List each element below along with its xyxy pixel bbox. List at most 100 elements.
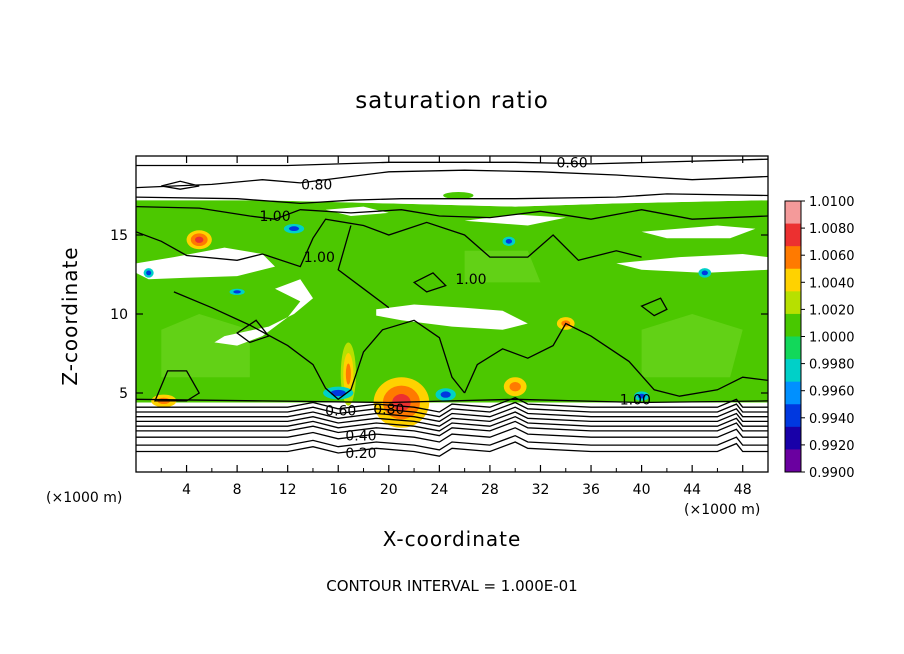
contour-stack-6 (136, 427, 768, 443)
x-axis-unit-right: (×1000 m) (684, 502, 761, 518)
contour-label-9: 0.20 (345, 446, 376, 462)
y-tick-label-1: 10 (110, 307, 128, 323)
contour-one-top (136, 205, 768, 220)
colorbar-label-10: 0.9900 (809, 466, 855, 481)
colorbar-swatch-11 (785, 449, 801, 473)
x-tick-label-6: 28 (481, 482, 499, 498)
field-dry-region-1 (136, 247, 275, 280)
upper-green-cell (443, 192, 474, 199)
x-tick-label-10: 44 (683, 482, 701, 498)
cool-core-1 (288, 226, 300, 232)
y-axis-label: Z-coordinate (58, 246, 82, 386)
cool-core-3 (440, 391, 451, 398)
contour-one-mid (173, 291, 466, 401)
colorbar-label-0: 1.0100 (809, 195, 855, 210)
contour-label-6: 0.60 (325, 403, 356, 419)
contour-upper-1 (136, 158, 768, 167)
contour-stack-2 (136, 406, 768, 423)
field-light-green-2 (464, 250, 541, 283)
x-tick-label-2: 12 (279, 482, 297, 498)
x-axis-unit-left: (×1000 m) (46, 490, 123, 506)
colorbar-swatch-8 (785, 381, 801, 405)
y-tick-label-2: 15 (110, 228, 128, 244)
colorbar-swatch-1 (785, 223, 801, 247)
x-tick-label-3: 16 (329, 482, 347, 498)
contour-label-0: 0.60 (556, 155, 587, 171)
x-tick-label-0: 4 (182, 482, 191, 498)
field-light-green-0 (161, 314, 250, 378)
contour-one-pocket-a (235, 319, 270, 344)
hotspot-column-2 (345, 363, 351, 385)
contour-one-left-tower (337, 225, 390, 309)
colorbar-label-4: 1.0020 (809, 303, 855, 318)
cool-core-6 (146, 270, 152, 276)
colorbar-label-9: 0.9920 (809, 439, 855, 454)
colorbar-swatch-3 (785, 268, 801, 292)
field-dry-region-3 (376, 304, 528, 330)
field-green-band (136, 200, 768, 403)
field-dry-region-0 (136, 171, 768, 207)
contour-stack-8 (136, 441, 768, 457)
contour-one-pocket-b (640, 297, 668, 317)
colorbar-swatch-0 (785, 201, 801, 225)
contour-label-2: 1.00 (259, 209, 290, 225)
contour-label-4: 1.00 (455, 272, 486, 288)
colorbar-label-7: 0.9960 (809, 385, 855, 400)
colorbar-label-3: 1.0040 (809, 276, 855, 291)
contour-one-base (136, 398, 768, 404)
x-tick-label-9: 40 (633, 482, 651, 498)
x-tick-label-4: 20 (380, 482, 398, 498)
field-light-green-1 (641, 314, 743, 378)
cool-core-7 (637, 393, 646, 399)
hotspot-upper-2 (194, 236, 204, 243)
contour-stack-4 (136, 415, 768, 432)
x-tick-label-5: 24 (430, 482, 448, 498)
contour-small-closed (161, 180, 200, 190)
colorbar-swatch-6 (785, 336, 801, 360)
cool-core-4 (330, 389, 346, 397)
x-axis-label: X-coordinate (382, 527, 522, 551)
contour-one-right (464, 322, 768, 397)
cool-core-5 (701, 270, 708, 276)
contour-interval-note: CONTOUR INTERVAL = 1.000E-01 (326, 577, 578, 595)
x-tick-label-8: 36 (582, 482, 600, 498)
colorbar-swatch-4 (785, 291, 801, 315)
field-dry-region-7 (325, 206, 389, 216)
contour-label-5: 1.00 (620, 392, 651, 408)
contour-one-left-cell (154, 370, 201, 402)
colorbar-label-2: 1.0060 (809, 249, 855, 264)
colorbar-label-5: 1.0000 (809, 331, 855, 346)
contour-stack-0 (136, 396, 768, 413)
contour-label-7: 0.80 (373, 402, 404, 418)
field-dry-region-4 (616, 254, 768, 273)
contour-stack-5 (136, 420, 768, 437)
field-dry-region-6 (464, 214, 566, 226)
colorbar-swatch-5 (785, 313, 801, 337)
contour-layer (136, 158, 768, 457)
colorbar-swatch-2 (785, 246, 801, 270)
field-layer (136, 158, 768, 457)
chart-title: saturation ratio (355, 88, 549, 114)
colorbar-label-8: 0.9940 (809, 412, 855, 427)
contour-one-pocket-c (412, 272, 447, 293)
colorbar-swatch-9 (785, 404, 801, 428)
x-tick-label-1: 8 (233, 482, 242, 498)
colorbar-label-6: 0.9980 (809, 358, 855, 373)
x-tick-label-7: 32 (532, 482, 550, 498)
colorbar-label-1: 1.0080 (809, 222, 855, 237)
cool-core-2 (505, 238, 513, 244)
contour-one-upper (136, 218, 642, 268)
contour-label-1: 0.80 (301, 177, 332, 193)
y-tick-label-0: 5 (119, 386, 128, 402)
field-dry-region-5 (641, 225, 756, 239)
cool-core-0 (233, 290, 241, 294)
x-tick-label-11: 48 (734, 482, 752, 498)
contour-upper-2 (136, 169, 768, 189)
contour-label-8: 0.40 (345, 429, 376, 445)
colorbar-swatch-10 (785, 426, 801, 450)
contour-stack-3 (136, 411, 768, 427)
hotspot-mid-1 (509, 381, 521, 392)
contour-upper-3 (136, 193, 768, 205)
contour-stack-7 (136, 434, 768, 451)
